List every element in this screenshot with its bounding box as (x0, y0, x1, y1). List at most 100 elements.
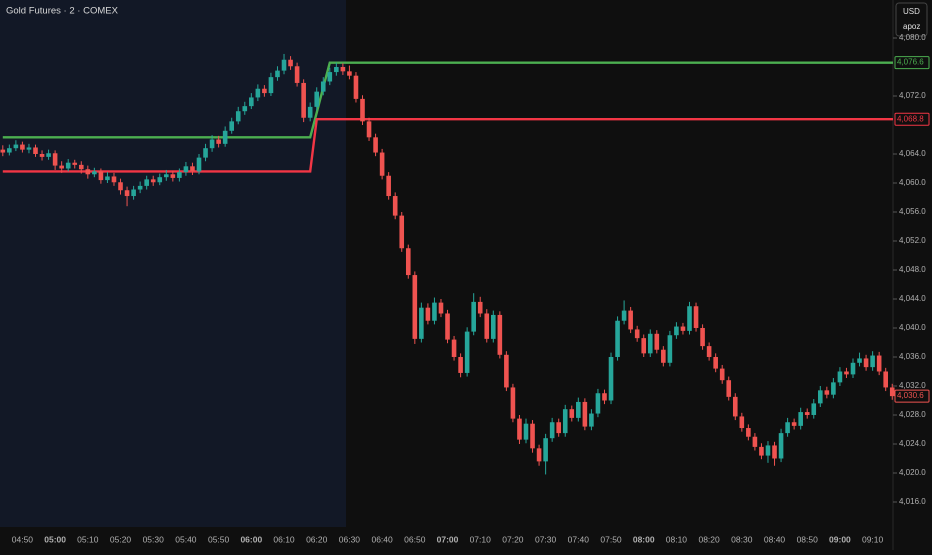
currency: USD (903, 7, 920, 16)
candle-body (235, 111, 241, 122)
candle-body (713, 356, 718, 369)
x-tick-label: 06:10 (273, 534, 295, 544)
x-tick-label: 05:40 (175, 534, 197, 544)
candle-body (491, 314, 496, 339)
candle-body (451, 339, 457, 357)
candle-body (464, 331, 470, 373)
x-tick-label: 08:20 (698, 534, 720, 544)
candle-body (26, 147, 32, 150)
candle-body (392, 196, 398, 216)
currency-box[interactable] (895, 2, 928, 37)
candle-body (471, 301, 476, 332)
candle-body (641, 338, 647, 354)
candle-body (320, 81, 326, 92)
candle-body (589, 413, 594, 427)
candle-body (556, 422, 561, 434)
x-tick-label: 05:00 (44, 534, 66, 544)
candle-body (425, 307, 431, 321)
y-tick-label: 4,080.0 (899, 33, 926, 42)
candle-body (778, 433, 784, 459)
candle-body (399, 215, 405, 249)
y-tick-label: 4,016.0 (899, 497, 926, 506)
candle-body (497, 314, 503, 355)
session-shade (0, 0, 346, 527)
x-tick-label: 08:40 (764, 534, 786, 544)
candle-body (386, 175, 391, 197)
candle-body (844, 371, 849, 375)
candle-body (615, 320, 620, 357)
y-tick-label: 4,044.0 (899, 294, 926, 303)
candle-body (249, 97, 254, 107)
y-tick-label: 4,032.0 (899, 381, 926, 390)
candle-body (562, 409, 568, 434)
candle-body (262, 88, 267, 94)
y-tick-label: 4,064.0 (899, 149, 926, 158)
candle-body (680, 326, 686, 331)
candle-body (52, 153, 58, 166)
x-tick-label: 05:20 (110, 534, 132, 544)
candle-body (111, 176, 117, 183)
candle-body (170, 174, 176, 178)
price-marker-label: 4,068.8 (897, 114, 924, 123)
x-tick-label: 05:30 (143, 534, 165, 544)
candle-body (196, 157, 202, 172)
candle-body (445, 313, 450, 340)
candle-body (798, 412, 803, 426)
candle-body (889, 387, 895, 397)
candle-body (229, 121, 234, 131)
candle-body (543, 438, 548, 462)
candle-body (510, 387, 516, 419)
indicator-line (2, 117, 893, 173)
candle-body (700, 327, 705, 347)
candle-body (628, 310, 633, 330)
candle-body (209, 139, 215, 149)
account: apoz (903, 22, 920, 31)
candle-body (602, 393, 607, 401)
candle-body (268, 77, 274, 94)
candle-body (857, 358, 862, 363)
candle-body (726, 380, 732, 397)
candle-body (46, 153, 51, 157)
candle-body (582, 401, 588, 427)
candle-body (379, 152, 385, 176)
candle-body (92, 171, 97, 175)
indicator-line (2, 61, 893, 139)
candle-body (314, 91, 320, 107)
candle-body (124, 190, 130, 197)
candle-body (523, 423, 529, 440)
price-marker-label: 4,030.6 (897, 391, 924, 400)
candle-body (150, 179, 156, 183)
candle-body (785, 422, 790, 434)
x-tick-label: 06:30 (339, 534, 361, 544)
candle-body (340, 66, 346, 72)
candle-body (177, 172, 182, 178)
candle-body (33, 147, 38, 154)
y-tick-label: 4,020.0 (899, 468, 926, 477)
candle-body (347, 71, 352, 76)
candle-body (824, 390, 830, 395)
candle-body (804, 412, 810, 415)
candle-body (78, 164, 84, 170)
y-tick-label: 4,052.0 (899, 236, 926, 245)
candle-body (366, 121, 372, 138)
candle-body (334, 66, 339, 73)
candle-body (327, 72, 333, 82)
candle-body (536, 448, 542, 462)
candle-body (791, 422, 797, 426)
candle-body (203, 148, 208, 158)
candle-body (752, 436, 758, 447)
candle-body (216, 139, 221, 144)
candle-body (373, 137, 378, 153)
candle-body (870, 355, 875, 368)
candle-body (719, 368, 725, 381)
candle-body (301, 82, 306, 118)
candle-body (412, 275, 418, 339)
y-tick-label: 4,072.0 (899, 91, 926, 100)
candle-body (144, 179, 149, 186)
candle-body (307, 106, 313, 118)
candle-body (275, 70, 280, 78)
candle-body (576, 401, 581, 418)
candle-body (549, 422, 555, 439)
